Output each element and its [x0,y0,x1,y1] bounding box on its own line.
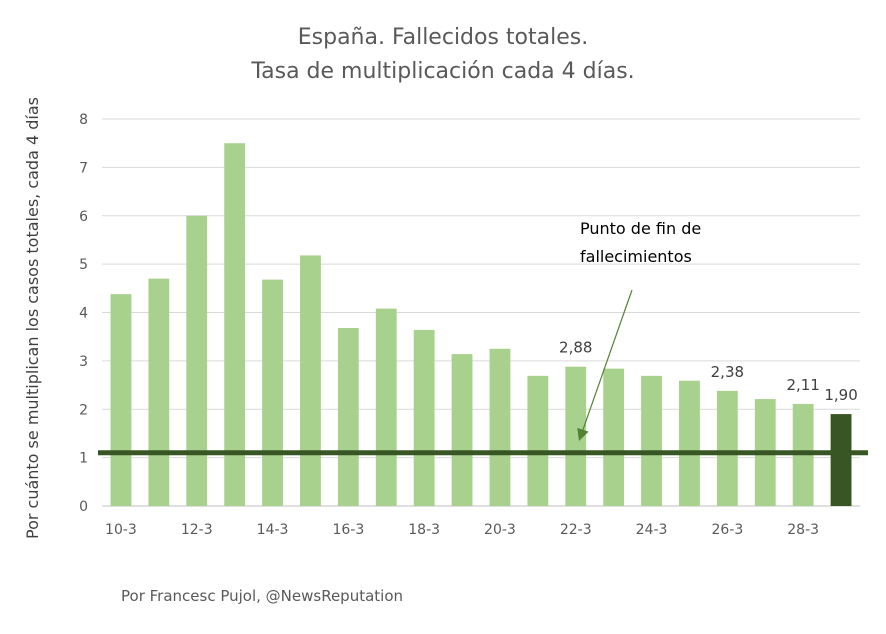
x-tick-label-24-3: 24-3 [636,522,668,538]
x-tick-label-14-3: 14-3 [257,522,289,538]
chart-title-line-2: Tasa de multiplicación cada 4 días. [250,59,634,84]
y-tick-label-7: 7 [79,160,88,176]
bar-25-3 [679,380,700,506]
y-tick-label-4: 4 [79,306,88,322]
bars [110,143,852,506]
bar-11-3 [148,278,170,506]
y-axis-label: Por cuánto se multiplican los casos tota… [23,97,42,539]
bar-29-3 [830,414,852,506]
data-label-28-3: 2,11 [786,376,819,394]
y-tick-label-8: 8 [79,112,88,128]
y-axis-ticks: 0 1 2 3 4 5 6 7 8 [79,112,88,515]
bar-12-3 [186,215,208,506]
bar-10-3 [110,294,132,506]
chart-credit: Por Francesc Pujol, @NewsReputation [121,587,403,605]
x-tick-label-22-3: 22-3 [560,522,592,538]
bar-19-3 [451,354,473,506]
x-tick-label-10-3: 10-3 [105,522,137,538]
bar-18-3 [413,329,435,506]
bar-16-3 [337,327,359,506]
annotation-arrow [577,289,633,442]
x-tick-label-16-3: 16-3 [332,522,364,538]
bar-23-3 [603,368,625,506]
y-tick-label-1: 1 [79,451,88,467]
bar-13-3 [224,143,246,506]
y-tick-label-0: 0 [79,499,88,515]
x-tick-label-12-3: 12-3 [181,522,213,538]
x-tick-label-26-3: 26-3 [711,522,743,538]
x-axis-ticks: 10-3 12-3 14-3 16-3 18-3 20-3 22-3 24-3 26-3 28-3 [105,522,819,538]
bar-21-3 [527,375,549,506]
bar-20-3 [489,348,511,506]
y-tick-label-2: 2 [79,402,88,418]
annotation-text-line-1: Punto de fin de [580,219,701,238]
annotation-group: Punto de fin de fallecimientos [577,219,701,442]
x-tick-label-28-3: 28-3 [787,522,819,538]
x-tick-label-18-3: 18-3 [408,522,440,538]
bar-14-3 [262,279,283,506]
y-tick-label-3: 3 [79,354,88,370]
data-label-29-3: 1,90 [824,386,857,404]
data-label-26-3: 2,38 [711,363,744,381]
bar-26-3 [716,390,738,506]
x-tick-label-20-3: 20-3 [484,522,516,538]
data-label-22-3: 2,88 [559,339,592,357]
bar-22-3 [565,366,587,506]
annotation-text-line-2: fallecimientos [580,247,692,266]
bar-24-3 [641,375,662,506]
data-labels: 2,88 2,38 2,11 1,90 [559,339,858,404]
grid-lines [102,118,860,507]
y-tick-label-6: 6 [79,209,88,225]
bar-15-3 [300,255,321,506]
bar-17-3 [375,308,397,506]
chart-title-line-1: España. Fallecidos totales. [298,25,588,50]
y-tick-label-5: 5 [79,257,88,273]
